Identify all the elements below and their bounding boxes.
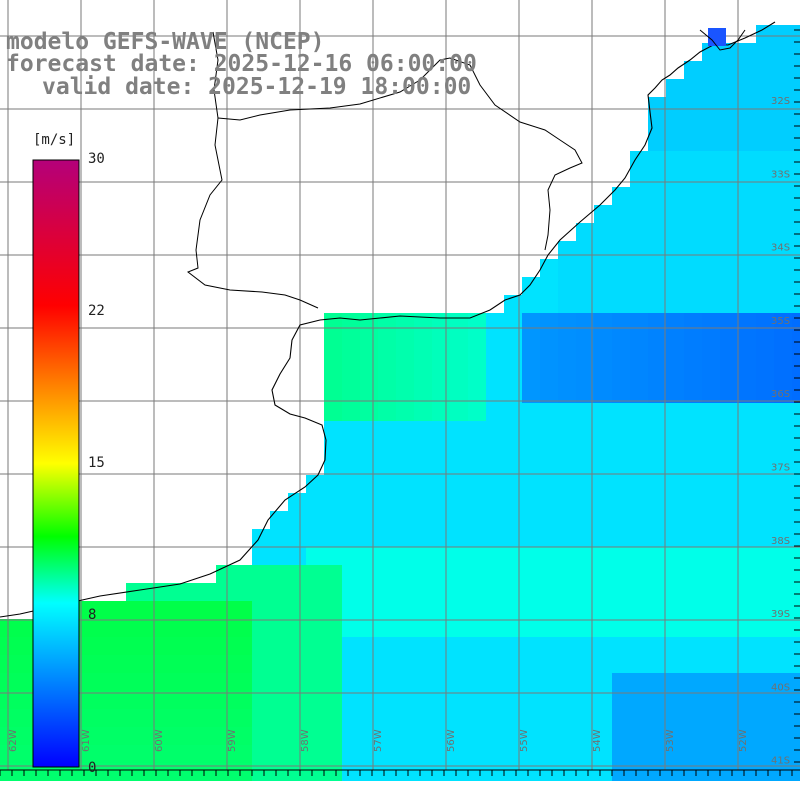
lat-label: 34S	[771, 243, 790, 254]
colorbar-tick-15: 15	[88, 455, 105, 471]
valid-date: valid date: 2025-12-19 18:00:00	[42, 74, 472, 100]
lon-label: 57W	[373, 729, 384, 752]
lat-label: 32S	[771, 96, 790, 107]
lon-label: 54W	[592, 729, 603, 752]
lat-label: 39S	[771, 609, 790, 620]
lat-label: 38S	[771, 536, 790, 547]
border-line	[217, 57, 583, 251]
lagoon-shore	[699, 29, 746, 51]
colorbar	[32, 159, 80, 768]
lat-label: 40S	[771, 682, 790, 693]
lon-label: 53W	[665, 729, 676, 752]
colorbar-tick-22: 22	[88, 303, 105, 319]
map-title: modelo GEFS-WAVE (NCEP)	[6, 29, 325, 55]
forecast-date: forecast date: 2025-12-16 06:00:00	[6, 51, 477, 77]
lon-label: 55W	[519, 729, 530, 752]
lon-label: 59W	[227, 729, 238, 752]
lon-label: 60W	[154, 729, 165, 752]
lon-label: 56W	[446, 729, 457, 752]
lat-label: 37S	[771, 463, 790, 474]
coastline	[0, 21, 776, 618]
lat-label: 36S	[771, 389, 790, 400]
lon-label: 52W	[738, 729, 749, 752]
colorbar-unit: [m/s]	[33, 132, 76, 148]
lat-label: 41S	[771, 756, 790, 767]
colorbar-tick-30: 30	[88, 151, 105, 167]
colorbar-tick-8: 8	[88, 607, 97, 623]
lat-label: 35S	[771, 316, 790, 327]
lagoon-cell	[708, 28, 726, 46]
wind-speed-field	[0, 25, 800, 781]
lon-label: 62W	[8, 729, 19, 752]
lon-label: 61W	[81, 729, 92, 752]
lat-lon-grid	[0, 0, 800, 776]
colorbar-tick-0: 0	[88, 760, 97, 776]
lat-label: 33S	[771, 169, 790, 180]
lon-label: 58W	[300, 729, 311, 752]
river-border	[186, 31, 319, 309]
